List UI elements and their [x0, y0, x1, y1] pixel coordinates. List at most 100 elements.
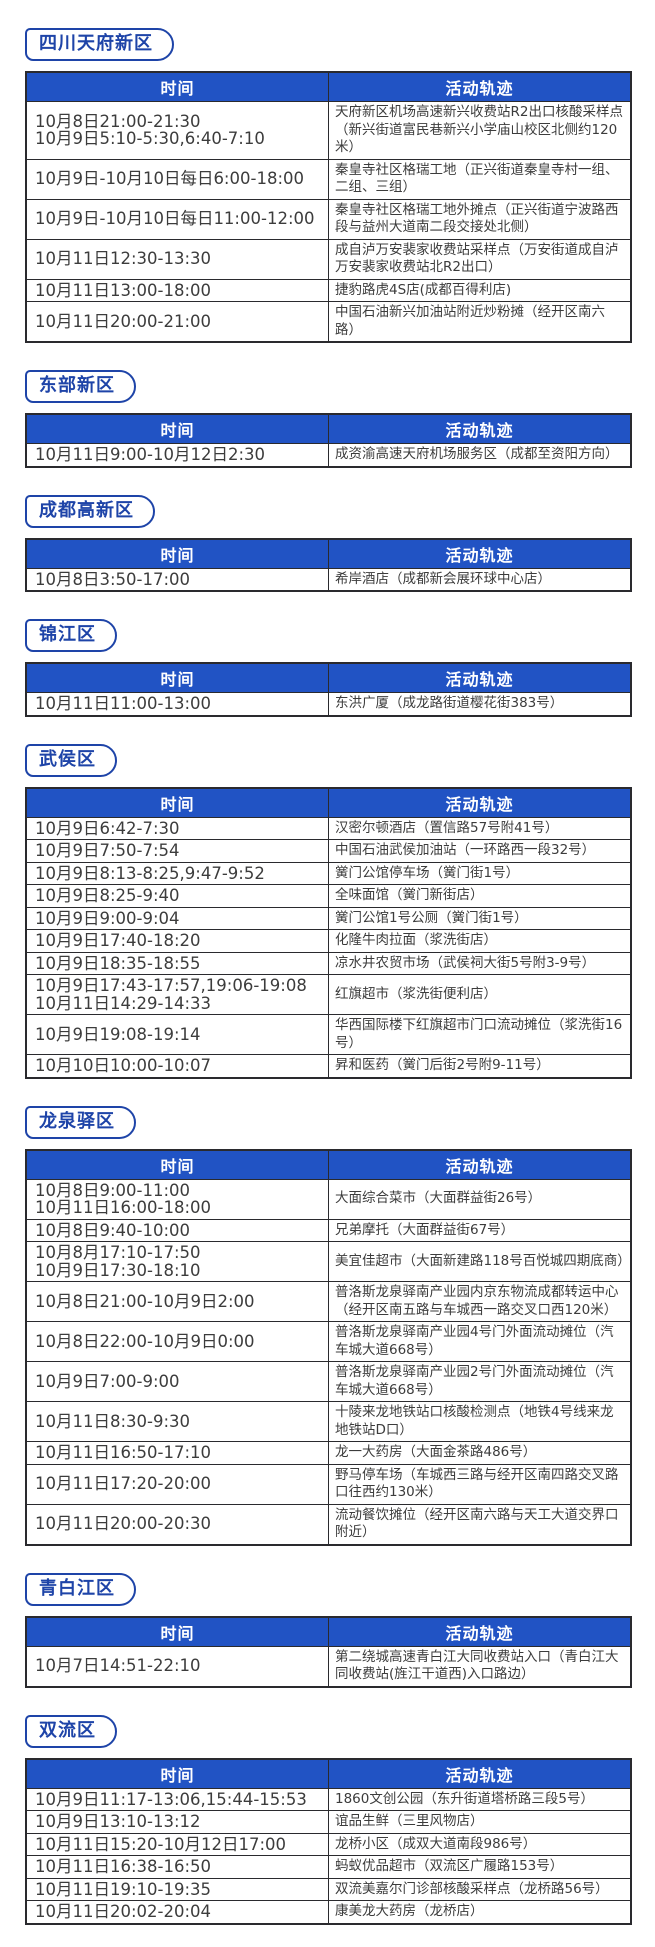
table-row: 10月9日11:17-13:06,15:44-15:53 1860文创公园（东升街… [25, 1787, 632, 1811]
table-row: 10月11日8:30-9:30 十陵来龙地铁站口核酸检测点（地铁4号线来龙地铁站D… [25, 1401, 632, 1442]
activity-table: 时间 活动轨迹 10月8日21:00-21:30 10月9日5:10-5:30,6:… [25, 71, 632, 343]
district-badge: 锦江区 [25, 619, 117, 652]
time-cell: 10月11日17:20-20:00 [25, 1463, 329, 1505]
activity-table: 时间 活动轨迹 10月9日6:42-7:30 汉密尔顿酒店（置信路57号附41号） 10… [25, 786, 632, 1079]
table-header-row: 时间 活动轨迹 [25, 413, 632, 444]
time-cell: 10月9日13:10-13:12 [25, 1810, 329, 1834]
district-badge: 龙泉驿区 [25, 1105, 136, 1139]
track-cell: 黉门公馆停车场（黉门街1号） [328, 861, 632, 885]
track-column-header: 活动轨迹 [328, 1616, 632, 1647]
track-cell: 中国石油武侯加油站（一环路西一段32号） [328, 839, 632, 863]
track-cell: 红旗超市（浆洗街便利店） [328, 974, 632, 1015]
table-row: 10月11日11:00-13:00 东洪广厦（成龙路街道樱花街383号） [25, 692, 632, 716]
track-cell: 华西国际楼下红旗超市门口流动摊位（浆洗街16号） [328, 1014, 632, 1055]
table-row: 10月8日9:00-11:00 10月11日16:00-18:00 大面综合菜市（… [25, 1178, 632, 1220]
track-cell: 康美龙大药房（龙桥店） [328, 1900, 632, 1924]
table-row: 10月9日18:35-18:55 凉水井农贸市场（武侯祠大街5号附3-9号） [25, 951, 632, 975]
time-cell: 10月11日8:30-9:30 [25, 1401, 329, 1442]
table-row: 10月9日13:10-13:12 谊品生鲜（三里风物店） [25, 1810, 632, 1834]
time-cell: 10月11日9:00-10月12日2:30 [25, 443, 329, 467]
table-head: 时间 活动轨迹 [25, 538, 632, 569]
time-cell: 10月11日12:30-13:30 [25, 238, 329, 280]
track-cell: 龙桥小区（成双大道南段986号） [328, 1832, 632, 1856]
track-cell: 昇和医药（黉门后街2号附9-11号） [328, 1054, 632, 1078]
activity-table: 时间 活动轨迹 10月7日14:51-22:10 第二绕城高速青白江大同收费站入口（青… [25, 1615, 632, 1688]
table-body: 10月9日6:42-7:30 汉密尔顿酒店（置信路57号附41号） 10月9日7:5… [25, 816, 632, 1078]
table-header-row: 时间 活动轨迹 [25, 1758, 632, 1789]
track-cell: 成自泸万安裴家收费站采样点（万安街道成自泸万安裴家收费站北R2出口） [328, 238, 632, 280]
time-cell: 10月11日20:00-20:30 [25, 1503, 329, 1545]
time-cell: 10月9日19:08-19:14 [25, 1014, 329, 1055]
track-column-header: 活动轨迹 [328, 787, 632, 818]
table-row: 10月11日17:20-20:00 野马停车场（车城西三路与经开区南四路交叉路口往… [25, 1463, 632, 1505]
time-cell: 10月8日22:00-10月9日0:00 [25, 1321, 329, 1362]
time-cell: 10月7日14:51-22:10 [25, 1645, 329, 1687]
time-cell: 10月9日17:43-17:57,19:06-19:08 10月11日14:29… [25, 974, 329, 1015]
time-cell: 10月9日18:35-18:55 [25, 951, 329, 975]
time-cell: 10月11日15:20-10月12日17:00 [25, 1832, 329, 1856]
table-row: 10月8日3:50-17:00 希岸酒店（成都新会展环球中心店） [25, 567, 632, 592]
table-row: 10月9日8:25-9:40 全味面馆（黉门新街店） [25, 884, 632, 908]
time-cell: 10月9日11:17-13:06,15:44-15:53 [25, 1787, 329, 1811]
track-cell: 化隆牛肉拉面（浆洗街店） [328, 929, 632, 953]
table-row: 10月11日16:50-17:10 龙一大药房（大面金茶路486号） [25, 1441, 632, 1465]
district-section: 青白江区时间 活动轨迹 10月7日14:51-22:10 第二绕城高速青白江大同收费站… [25, 1572, 632, 1688]
activity-table: 时间 活动轨迹 10月9日11:17-13:06,15:44-15:53 1860文创… [25, 1757, 632, 1925]
table-body: 10月9日11:17-13:06,15:44-15:53 1860文创公园（东升街… [25, 1787, 632, 1924]
track-column-header: 活动轨迹 [328, 71, 632, 102]
table-row: 10月9日17:40-18:20 化隆牛肉拉面（浆洗街店） [25, 929, 632, 953]
track-cell: 东洪广厦（成龙路街道樱花街383号） [328, 692, 632, 716]
time-cell: 10月11日11:00-13:00 [25, 692, 329, 716]
table-body: 10月7日14:51-22:10 第二绕城高速青白江大同收费站入口（青白江大同收费… [25, 1645, 632, 1687]
table-row: 10月9日7:00-9:00 普洛斯龙泉驿南产业园2号门外面流动摊位（汽车城大道6… [25, 1361, 632, 1402]
track-cell: 汉密尔顿酒店（置信路57号附41号） [328, 816, 632, 840]
track-cell: 流动餐饮摊位（经开区南六路与天工大道交界口附近） [328, 1503, 632, 1545]
time-cell: 10月9日7:00-9:00 [25, 1361, 329, 1402]
table-header-row: 时间 活动轨迹 [25, 1149, 632, 1180]
track-cell: 全味面馆（黉门新街店） [328, 884, 632, 908]
district-badge: 青白江区 [25, 1572, 136, 1606]
time-column-header: 时间 [25, 1616, 329, 1647]
time-cell: 10月9日8:13-8:25,9:47-9:52 [25, 861, 329, 885]
district-section: 四川天府新区 时间 活动轨迹 10月8日21:00-21:30 10月9日5:10-5… [25, 28, 632, 343]
time-cell: 10月8日21:00-10月9日2:00 [25, 1281, 329, 1322]
activity-table: 时间 活动轨迹 10月8日9:00-11:00 10月11日16:00-18:00 大… [25, 1148, 632, 1546]
table-row: 10月8日22:00-10月9日0:00 普洛斯龙泉驿南产业园4号门外面流动摊位（… [25, 1321, 632, 1362]
activity-table: 时间 活动轨迹 10月11日9:00-10月12日2:30 成资渝高速天府机场服务区（… [25, 413, 632, 468]
table-row: 10月9日9:00-9:04 黉门公馆1号公厕（黉门街1号） [25, 906, 632, 930]
track-column-header: 活动轨迹 [328, 413, 632, 444]
district-badge: 东部新区 [25, 370, 136, 403]
district-section: 双流区 时间 活动轨迹 10月9日11:17-13:06,15:44-15:53 186… [25, 1714, 632, 1925]
district-section: 龙泉驿区时间 活动轨迹 10月8日9:00-11:00 10月11日16:00-18… [25, 1105, 632, 1546]
table-head: 时间 活动轨迹 [25, 413, 632, 444]
time-cell: 10月11日20:02-20:04 [25, 1900, 329, 1924]
table-head: 时间 活动轨迹 [25, 71, 632, 102]
table-row: 10月9日-10月10日每日6:00-18:00 秦皇寺社区格瑞工地（正兴街道秦皇… [25, 158, 632, 200]
time-cell: 10月8日3:50-17:00 [25, 567, 329, 592]
table-head: 时间 活动轨迹 [25, 1758, 632, 1789]
table-row: 10月11日13:00-18:00 捷豹路虎4S店(成都百得利店) [25, 278, 632, 302]
track-cell: 普洛斯龙泉驿南产业园内京东物流成都转运中心（经开区南五路与车城西一路交叉口西12… [328, 1281, 632, 1322]
table-header-row: 时间 活动轨迹 [25, 71, 632, 102]
district-section: 锦江区时间 活动轨迹 10月11日11:00-13:00 东洪广厦（成龙路街道樱花街3… [25, 619, 632, 717]
table-header-row: 时间 活动轨迹 [25, 787, 632, 818]
table-row: 10月9日19:08-19:14 华西国际楼下红旗超市门口流动摊位（浆洗街16号） [25, 1014, 632, 1055]
table-row: 10月8日21:00-10月9日2:00 普洛斯龙泉驿南产业园内京东物流成都转运中… [25, 1281, 632, 1322]
track-cell: 野马停车场（车城西三路与经开区南四路交叉路口往西约130米） [328, 1463, 632, 1505]
table-row: 10月11日12:30-13:30 成自泸万安裴家收费站采样点（万安街道成自泸万安… [25, 238, 632, 280]
activity-table: 时间 活动轨迹 10月8日3:50-17:00 希岸酒店（成都新会展环球中心店） [25, 537, 632, 592]
time-cell: 10月11日20:00-21:00 [25, 301, 329, 343]
track-cell: 捷豹路虎4S店(成都百得利店) [328, 278, 632, 302]
time-column-header: 时间 [25, 787, 329, 818]
track-cell: 双流美嘉尔门诊部核酸采样点（龙桥路56号） [328, 1877, 632, 1901]
time-cell: 10月9日8:25-9:40 [25, 884, 329, 908]
time-cell: 10月9日-10月10日每日11:00-12:00 [25, 198, 329, 240]
table-header-row: 时间 活动轨迹 [25, 662, 632, 693]
table-head: 时间 活动轨迹 [25, 787, 632, 818]
district-section: 武侯区 时间 活动轨迹 10月9日6:42-7:30 汉密尔顿酒店（置信路57号附41号… [25, 743, 632, 1079]
time-cell: 10月11日19:10-19:35 [25, 1877, 329, 1901]
table-row: 10月9日7:50-7:54 中国石油武侯加油站（一环路西一段32号） [25, 839, 632, 863]
table-row: 10月11日20:00-20:30 流动餐饮摊位（经开区南六路与天工大道交界口附近… [25, 1503, 632, 1545]
track-column-header: 活动轨迹 [328, 538, 632, 569]
